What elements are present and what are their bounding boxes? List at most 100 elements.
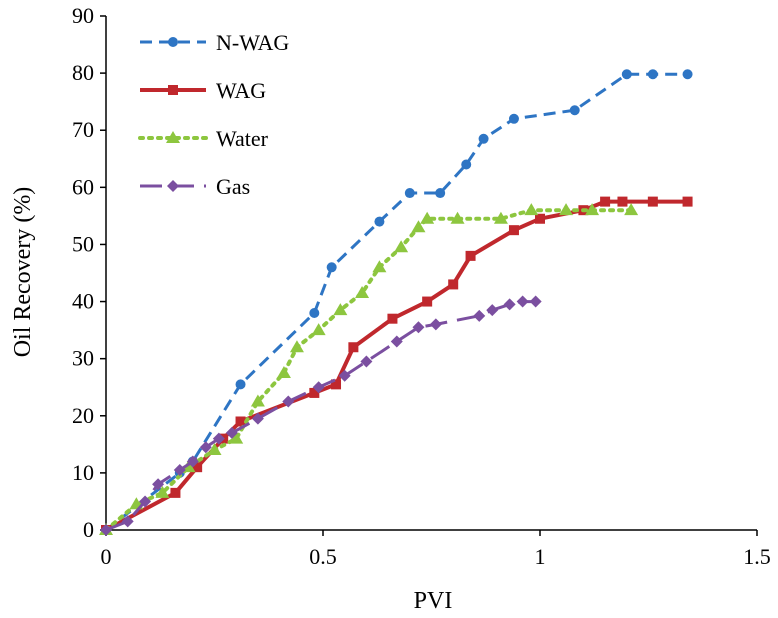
data-point-wag — [600, 196, 611, 207]
data-point-wag — [535, 213, 545, 224]
axes: 0 10 20 30 40 50 60 70 80 90 0 0.5 1 1.5 — [72, 3, 771, 569]
data-point-wag — [465, 250, 476, 261]
legend-marker-wag — [168, 85, 178, 95]
data-point-n-wag — [374, 216, 385, 227]
data-point-gas — [516, 295, 529, 308]
legend-marker-n-wag — [168, 37, 178, 47]
data-point-n-wag — [235, 379, 246, 390]
data-point-wag — [348, 342, 359, 353]
data-point-wag — [682, 196, 693, 207]
y-tick-label: 0 — [83, 517, 94, 542]
data-point-water — [333, 303, 348, 316]
data-point-n-wag — [682, 69, 693, 80]
data-point-gas — [390, 335, 403, 348]
data-point-gas — [251, 412, 264, 425]
data-point-n-wag — [435, 188, 446, 199]
data-point-gas — [473, 309, 486, 322]
data-point-water — [311, 323, 326, 336]
x-axis-title: PVI — [414, 588, 453, 614]
legend-label-gas: Gas — [216, 174, 250, 199]
y-tick-label: 50 — [72, 231, 94, 256]
legend-marker-water — [166, 131, 180, 143]
x-tick-label: 1 — [535, 544, 546, 569]
y-tick-label: 40 — [72, 289, 94, 314]
series-line-n-wag — [105, 72, 688, 532]
data-point-gas — [312, 381, 325, 394]
data-point-gas — [173, 464, 186, 477]
data-point-gas — [121, 515, 134, 528]
data-point-wag — [387, 313, 398, 324]
data-point-gas — [199, 441, 212, 454]
data-point-wag — [309, 387, 320, 398]
legend-entry-n-wag: N-WAG — [140, 30, 289, 55]
data-point-wag — [331, 379, 342, 390]
legend: N-WAG WAG Water Gas — [138, 30, 289, 199]
data-point-gas — [429, 318, 442, 331]
data-point-gas — [225, 426, 238, 439]
legend-label-n-wag: N-WAG — [216, 30, 289, 55]
data-point-n-wag — [569, 105, 580, 116]
data-point-gas — [486, 304, 499, 317]
data-point-water — [276, 365, 291, 378]
data-point-gas — [212, 432, 225, 445]
data-point-water — [420, 211, 435, 224]
data-point-wag — [192, 462, 203, 473]
data-point-gas — [186, 455, 199, 468]
data-point-gas — [503, 298, 516, 311]
data-point-n-wag — [309, 307, 320, 318]
legend-label-wag: WAG — [216, 78, 266, 103]
y-tick-label: 60 — [72, 174, 94, 199]
data-point-water — [250, 394, 265, 407]
data-point-n-wag — [647, 69, 658, 80]
data-point-gas — [152, 478, 165, 491]
y-tick-label: 90 — [72, 3, 94, 28]
legend-entry-wag: WAG — [140, 78, 266, 103]
data-point-water — [372, 260, 387, 273]
y-tick-label: 10 — [72, 460, 94, 485]
data-point-wag — [617, 196, 628, 207]
x-tick-label: 1.5 — [743, 544, 771, 569]
data-point-water — [289, 340, 304, 353]
data-point-water — [207, 443, 222, 456]
y-axis-title: Oil Recovery (%) — [10, 187, 36, 358]
series-gas — [100, 295, 542, 536]
data-point-n-wag — [508, 113, 519, 124]
data-point-gas — [282, 395, 295, 408]
data-point-wag — [448, 279, 459, 290]
legend-entry-gas: Gas — [140, 174, 250, 199]
series-line-gas — [105, 300, 536, 532]
data-point-gas — [139, 495, 152, 508]
data-point-water — [524, 203, 539, 216]
data-point-wag — [508, 225, 519, 236]
data-point-gas — [100, 524, 112, 536]
x-tick-label: 0 — [101, 544, 112, 569]
data-point-water — [411, 220, 426, 233]
data-point-gas — [338, 369, 351, 382]
data-point-wag — [235, 416, 246, 427]
y-tick-label: 20 — [72, 403, 94, 428]
series-wag — [101, 196, 693, 535]
series-layer — [99, 69, 693, 536]
data-point-gas — [412, 321, 425, 334]
data-point-wag — [170, 487, 181, 498]
data-point-water — [450, 211, 465, 224]
x-tick-label: 0.5 — [309, 544, 337, 569]
data-point-n-wag — [621, 69, 632, 80]
data-point-wag — [647, 196, 658, 207]
data-point-water — [181, 460, 196, 473]
data-point-water — [493, 211, 508, 224]
data-point-gas — [529, 295, 542, 308]
data-point-gas — [360, 355, 373, 368]
data-point-water — [229, 431, 244, 444]
data-point-n-wag — [326, 262, 337, 273]
data-point-wag — [422, 296, 433, 307]
data-point-water — [559, 203, 574, 216]
y-tick-label: 80 — [72, 60, 94, 85]
data-point-water — [355, 285, 370, 298]
data-point-n-wag — [404, 188, 415, 199]
data-point-water — [155, 485, 170, 498]
legend-marker-gas — [167, 180, 179, 192]
data-point-n-wag — [461, 159, 472, 170]
